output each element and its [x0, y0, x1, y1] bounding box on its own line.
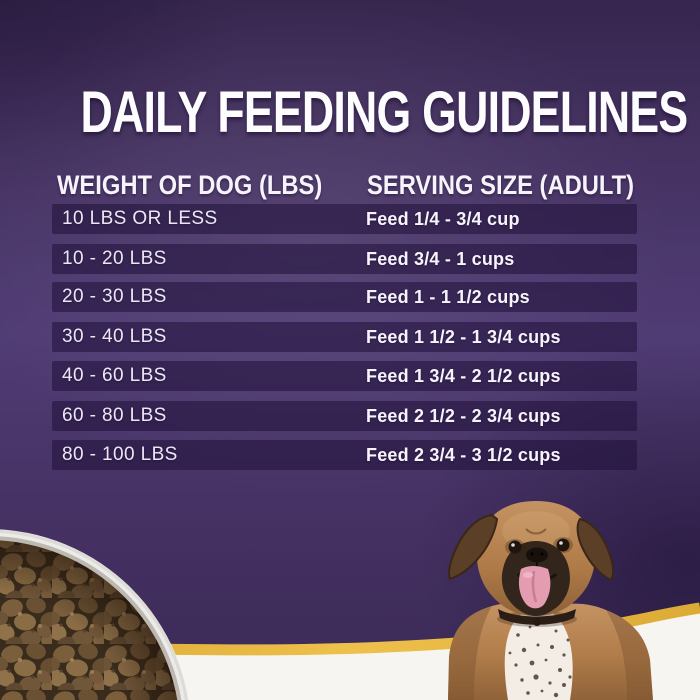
weight-cell: 10 LBS OR LESS	[62, 208, 218, 229]
table-row: 60 - 80 LBS Feed 2 1/2 - 2 3/4 cups	[52, 401, 637, 431]
table-row: 30 - 40 LBS Feed 1 1/2 - 1 3/4 cups	[52, 322, 637, 352]
table-row: 40 - 60 LBS Feed 1 3/4 - 2 1/2 cups	[52, 361, 637, 391]
table-row: 10 LBS OR LESS Feed 1/4 - 3/4 cup	[52, 204, 637, 234]
bottom-white-area	[0, 613, 700, 700]
column-header-serving: SERVING SIZE (ADULT)	[367, 170, 635, 200]
serving-cell: Feed 1/4 - 3/4 cup	[366, 209, 520, 229]
weight-cell: 60 - 80 LBS	[62, 405, 167, 426]
kibble-bowl-image	[0, 529, 189, 700]
gold-swoosh	[0, 602, 700, 656]
serving-cell: Feed 2 3/4 - 3 1/2 cups	[366, 445, 561, 465]
weight-cell: 30 - 40 LBS	[62, 326, 167, 347]
serving-cell: Feed 1 - 1 1/2 cups	[366, 287, 530, 307]
weight-cell: 40 - 60 LBS	[62, 365, 167, 386]
column-header-weight: WEIGHT OF DOG (LBS)	[57, 170, 323, 200]
serving-cell: Feed 1 1/2 - 1 3/4 cups	[366, 327, 561, 347]
serving-cell: Feed 3/4 - 1 cups	[366, 249, 515, 269]
serving-cell: Feed 1 3/4 - 2 1/2 cups	[366, 366, 561, 386]
weight-cell: 20 - 30 LBS	[62, 286, 167, 307]
weight-cell: 80 - 100 LBS	[62, 444, 178, 465]
table-row: 10 - 20 LBS Feed 3/4 - 1 cups	[52, 244, 637, 274]
boxer-dog-image	[448, 501, 653, 700]
weight-cell: 10 - 20 LBS	[62, 248, 167, 269]
page-title: DAILY FEEDING GUIDELINES	[80, 80, 689, 145]
table-row: 80 - 100 LBS Feed 2 3/4 - 3 1/2 cups	[52, 440, 637, 470]
table-row: 20 - 30 LBS Feed 1 - 1 1/2 cups	[52, 282, 637, 312]
serving-cell: Feed 2 1/2 - 2 3/4 cups	[366, 406, 561, 426]
